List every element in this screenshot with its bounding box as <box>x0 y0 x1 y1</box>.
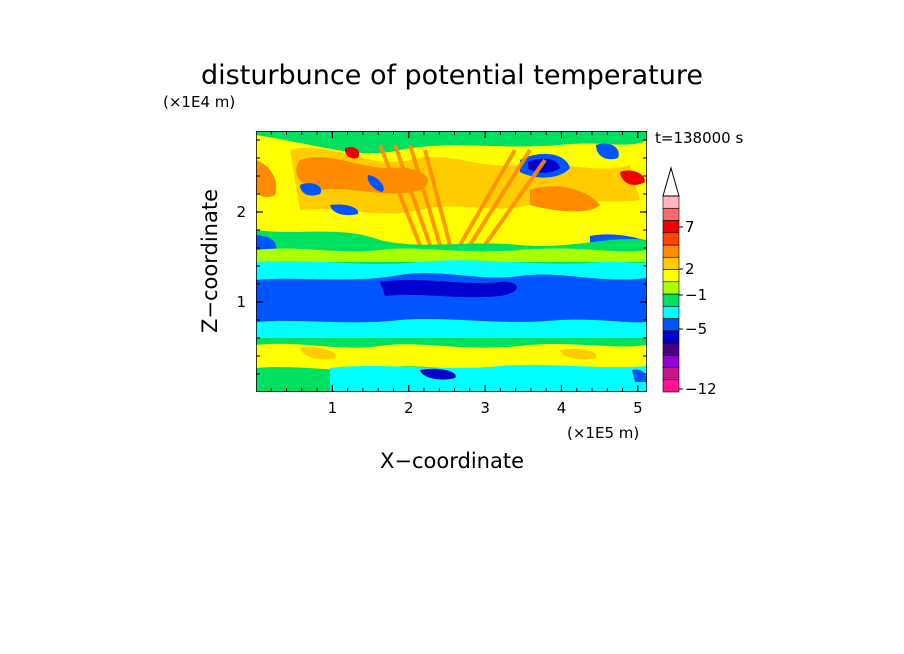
colorbar-swatch <box>662 379 680 393</box>
y-axis-title: Z−coordinate <box>198 189 222 333</box>
contour-band <box>300 183 322 196</box>
contour-band <box>256 319 647 338</box>
contour-band <box>367 175 384 192</box>
colorbar-label: −5 <box>685 320 707 338</box>
x-axis-title: X−coordinate <box>380 449 524 473</box>
colorbar-swatch <box>662 256 680 270</box>
contour-band <box>300 347 336 360</box>
colorbar-swatch <box>662 342 680 356</box>
colorbar-swatch <box>662 281 680 295</box>
x-tick-label: 5 <box>633 399 643 417</box>
x-tick-label: 1 <box>328 399 338 417</box>
contour-layers <box>256 135 647 392</box>
y-axis: 12 <box>236 139 647 375</box>
colorbar-swatch <box>662 330 680 344</box>
y-tick-label: 1 <box>236 293 246 311</box>
contour-band <box>380 280 517 298</box>
colorbar-swatch <box>662 269 680 283</box>
x-unit-label: (×1E5 m) <box>567 424 639 442</box>
colorbar-swatch <box>662 318 680 332</box>
colorbar: 7 2 −1 −5 −12 <box>662 166 717 398</box>
contour-band <box>420 368 456 380</box>
contour-band <box>256 248 647 262</box>
colorbar-swatch <box>662 220 680 234</box>
contour-band <box>620 170 645 185</box>
contour-band <box>632 369 647 382</box>
contour-band <box>256 160 277 198</box>
colorbar-label: −12 <box>685 380 717 398</box>
contour-band <box>596 143 619 160</box>
x-axis: 1 2 3 4 5 <box>270 131 643 417</box>
y-tick-label: 2 <box>236 203 246 221</box>
colorbar-swatch <box>662 367 680 381</box>
contour-band <box>560 348 597 360</box>
colorbar-swatch <box>662 293 680 307</box>
contour-band <box>256 368 330 392</box>
colorbar-swatch <box>662 244 680 258</box>
contour-band <box>256 343 647 370</box>
y-unit-label: (×1E4 m) <box>163 93 235 111</box>
colorbar-swatch <box>662 195 680 209</box>
contour-band <box>256 272 647 326</box>
contour-band <box>256 235 277 254</box>
colorbar-swatch <box>662 232 680 246</box>
contour-band <box>330 204 359 216</box>
colorbar-label: 2 <box>685 260 695 278</box>
wave-streaks <box>378 144 547 247</box>
contour-band <box>530 186 600 212</box>
x-tick-label: 2 <box>404 399 414 417</box>
time-label: t=138000 s <box>655 129 743 147</box>
colorbar-label: 7 <box>685 218 695 236</box>
colorbar-extend-arrow <box>662 166 680 197</box>
contour-plot-area <box>256 131 647 392</box>
colorbar-swatch <box>662 305 680 319</box>
colorbar-swatch <box>662 207 680 221</box>
chart-title: disturbunce of potential temperature <box>201 60 703 91</box>
x-tick-label: 3 <box>480 399 490 417</box>
colorbar-label: −1 <box>685 286 707 304</box>
colorbar-swatch <box>662 354 680 368</box>
contour-band <box>330 364 647 392</box>
x-tick-label: 4 <box>557 399 567 417</box>
contour-band <box>344 147 360 159</box>
